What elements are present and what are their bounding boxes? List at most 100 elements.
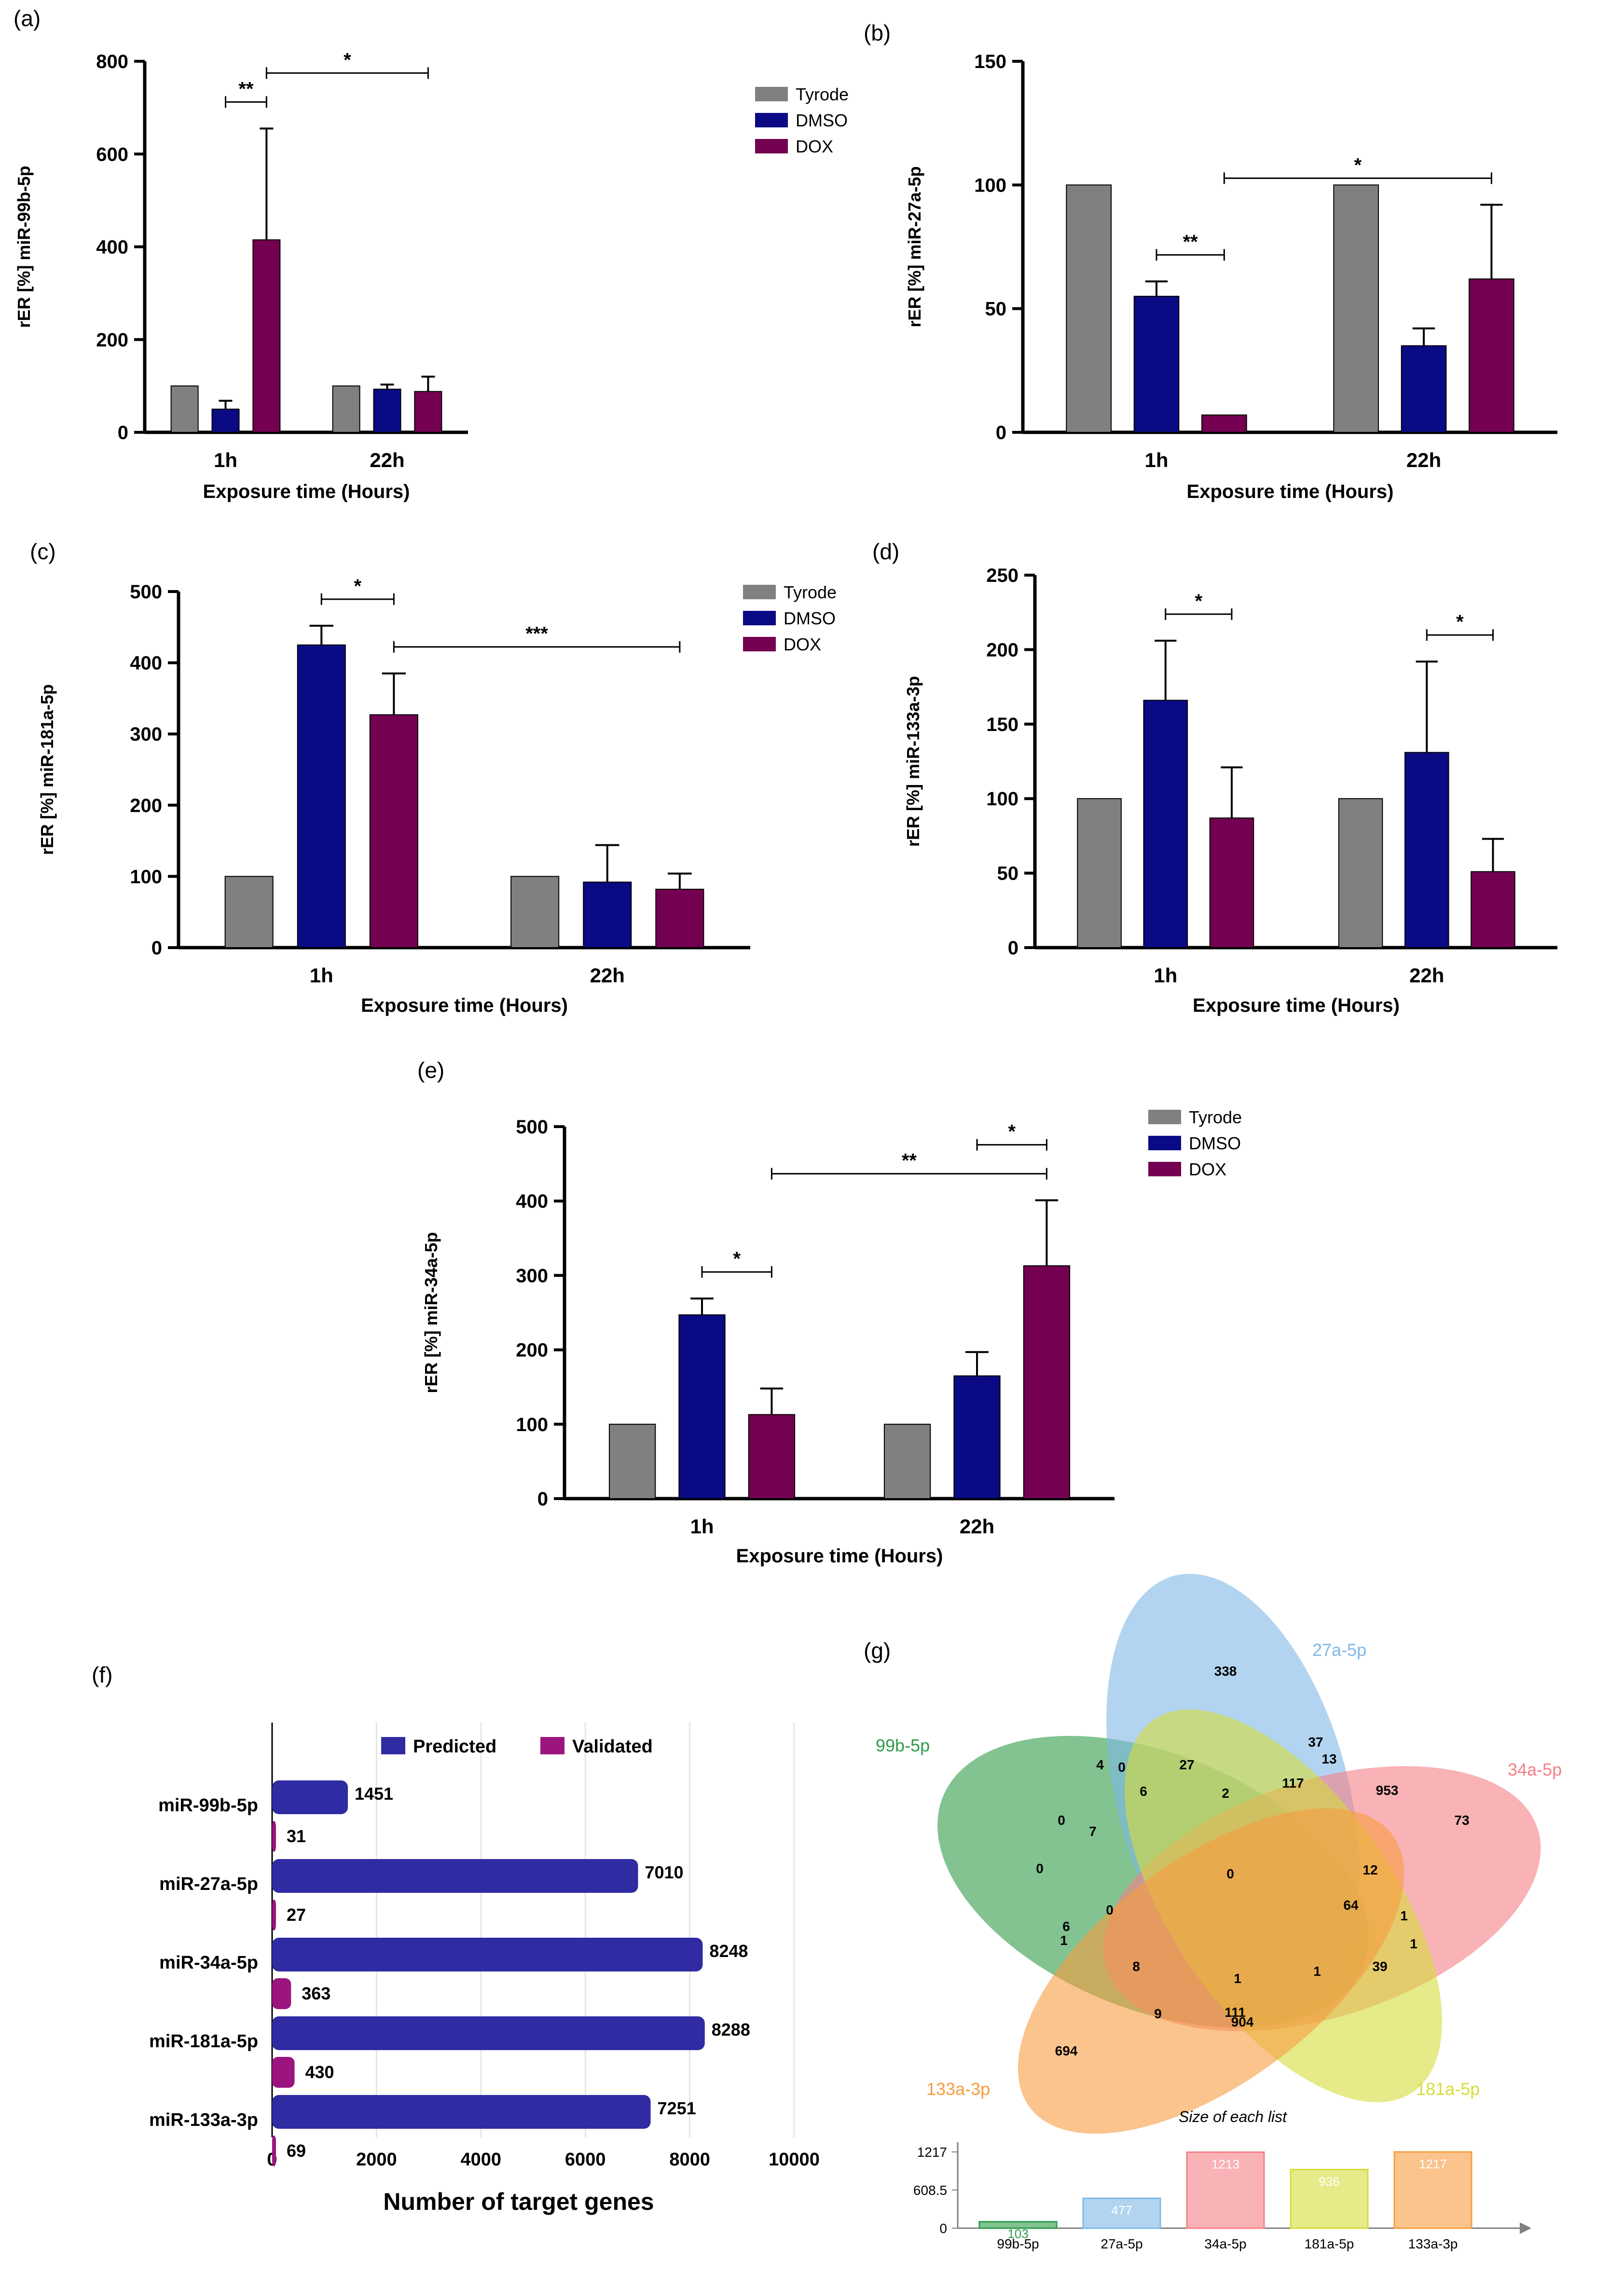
size-bar-value: 1217 bbox=[1419, 2157, 1447, 2171]
y-axis-label: rER [%] miR-34a-5p bbox=[421, 1232, 441, 1393]
bar-predicted bbox=[272, 1780, 348, 1814]
legend-swatch-tyrode bbox=[1148, 1110, 1181, 1124]
venn-region-count: 6 bbox=[1062, 1919, 1070, 1934]
size-bar-value: 477 bbox=[1111, 2203, 1132, 2218]
venn-region-count: 7 bbox=[1089, 1824, 1097, 1839]
legend-swatch-tyrode bbox=[755, 87, 788, 101]
data-label-validated: 27 bbox=[287, 1905, 306, 1925]
venn-set-label: 133a-3p bbox=[926, 2079, 990, 2099]
x-tick-label: 1h bbox=[310, 964, 333, 987]
y-axis-label: rER [%] miR-181a-5p bbox=[37, 684, 57, 855]
venn-set-label: 99b-5p bbox=[876, 1736, 930, 1755]
legend-label: Tyrode bbox=[796, 84, 849, 104]
size-bar-value: 936 bbox=[1319, 2174, 1339, 2189]
venn-region-count: 338 bbox=[1214, 1664, 1237, 1679]
legend-swatch-dox bbox=[755, 139, 788, 153]
bar-tyrode bbox=[1066, 184, 1112, 433]
panel-label: (b) bbox=[864, 20, 891, 45]
venn-region-count: 64 bbox=[1343, 1898, 1359, 1913]
y-tick-label: 0 bbox=[1008, 937, 1018, 959]
data-label-validated: 363 bbox=[302, 1984, 330, 2003]
legend-swatch-validated bbox=[540, 1737, 564, 1754]
size-bar-34a-5p bbox=[1186, 2151, 1265, 2229]
y-tick-label: 200 bbox=[986, 639, 1018, 661]
bar-dox bbox=[655, 888, 704, 949]
legend-label: DOX bbox=[784, 634, 821, 654]
bar-predicted bbox=[272, 1859, 638, 1893]
panel-label: (d) bbox=[872, 539, 899, 564]
y-tick-label: 100 bbox=[516, 1414, 548, 1435]
venn-region-count: 27 bbox=[1179, 1757, 1194, 1772]
size-y-tick-label: 608.5 bbox=[913, 2183, 947, 2198]
size-bar-99b-5p bbox=[978, 2221, 1058, 2229]
y-tick-label: 0 bbox=[537, 1488, 548, 1510]
venn-region-count: 2 bbox=[1222, 1786, 1229, 1801]
bar-dox bbox=[1201, 414, 1247, 433]
significance-label: * bbox=[1456, 611, 1464, 633]
bar-chart-panel: (b) 0 50 100 150 rER [%] miR-27a-5p 1h 22h Expos… bbox=[864, 20, 1557, 502]
venn-region-count: 694 bbox=[1055, 2043, 1078, 2058]
panel-label: (f) bbox=[92, 1662, 112, 1687]
bar-dox bbox=[1023, 1265, 1071, 1499]
bar-chart-panel: (d) 0 50 100 150 200 250 rER [%] miR-133a-3p 1h 2… bbox=[872, 539, 1557, 1016]
legend-swatch-dox bbox=[1148, 1162, 1181, 1176]
bar-predicted bbox=[272, 2095, 651, 2129]
legend-swatch-dmso bbox=[1148, 1136, 1181, 1150]
category-label: miR-99b-5p bbox=[158, 1795, 258, 1816]
bar-tyrode bbox=[1338, 798, 1383, 948]
venn-region-count: 1 bbox=[1234, 1971, 1241, 1986]
panel-label: (c) bbox=[30, 539, 56, 564]
bar-dmso bbox=[1133, 296, 1180, 433]
venn-region-count: 0 bbox=[1118, 1760, 1126, 1775]
legend-label: Tyrode bbox=[1189, 1107, 1242, 1127]
bar-chart-panel: (c) 0 100 200 300 400 500 rER [%] miR-181a-5p 1h… bbox=[30, 539, 837, 1016]
y-tick-label: 200 bbox=[130, 795, 162, 816]
bar-validated bbox=[272, 2057, 295, 2088]
y-axis-label: rER [%] miR-99b-5p bbox=[14, 165, 34, 328]
venn-region-count: 73 bbox=[1454, 1813, 1469, 1828]
venn-region-count: 1 bbox=[1400, 1908, 1408, 1923]
legend-label: Predicted bbox=[413, 1737, 496, 1757]
bar-dmso bbox=[953, 1375, 1001, 1500]
bar-dox bbox=[414, 391, 442, 433]
bar-dmso bbox=[678, 1314, 726, 1499]
y-tick-label: 250 bbox=[986, 565, 1018, 586]
x-tick-label: 22h bbox=[1406, 449, 1441, 471]
x-axis-label: Exposure time (Hours) bbox=[1193, 995, 1400, 1016]
bar-validated bbox=[272, 2136, 276, 2166]
significance-label: * bbox=[1195, 591, 1203, 612]
size-bar-27a-5p bbox=[1082, 2197, 1161, 2229]
x-tick-label: 4000 bbox=[461, 2150, 502, 2170]
x-axis-label: Exposure time (Hours) bbox=[736, 1545, 943, 1567]
bar-chart-panel: (a) 0 200 400 600 800 rER [%] miR-99b-5p 1h 22h E… bbox=[14, 6, 849, 502]
bar-tyrode bbox=[608, 1423, 656, 1500]
size-category-label: 34a-5p bbox=[1204, 2236, 1246, 2251]
x-axis-label: Exposure time (Hours) bbox=[361, 995, 568, 1016]
y-tick-label: 200 bbox=[96, 330, 128, 351]
legend-swatch-tyrode bbox=[743, 585, 776, 599]
y-tick-label: 400 bbox=[130, 653, 162, 674]
y-tick-label: 0 bbox=[118, 422, 128, 443]
y-tick-label: 100 bbox=[986, 788, 1018, 810]
legend-label: DMSO bbox=[784, 608, 836, 628]
y-tick-label: 800 bbox=[96, 51, 128, 72]
x-tick-label: 8000 bbox=[669, 2150, 710, 2170]
bar-predicted bbox=[272, 2016, 705, 2050]
panel-label: (e) bbox=[417, 1058, 444, 1083]
size-bar-value: 1213 bbox=[1211, 2157, 1239, 2172]
bar-tyrode bbox=[1333, 184, 1379, 433]
x-tick-label: 1h bbox=[690, 1515, 714, 1538]
y-tick-label: 0 bbox=[151, 937, 162, 959]
legend-label: DMSO bbox=[796, 110, 848, 130]
y-axis-label: rER [%] miR-27a-5p bbox=[905, 166, 924, 327]
y-tick-label: 150 bbox=[986, 714, 1018, 735]
significance-label: * bbox=[344, 49, 351, 70]
bar-dmso bbox=[583, 882, 632, 949]
venn-region-count: 1 bbox=[1060, 1933, 1068, 1948]
data-label-predicted: 8248 bbox=[709, 1941, 748, 1961]
significance-label: ** bbox=[238, 78, 254, 99]
venn-region-count: 39 bbox=[1372, 1959, 1387, 1974]
x-axis-label: Exposure time (Hours) bbox=[203, 481, 410, 502]
y-tick-label: 600 bbox=[96, 144, 128, 165]
